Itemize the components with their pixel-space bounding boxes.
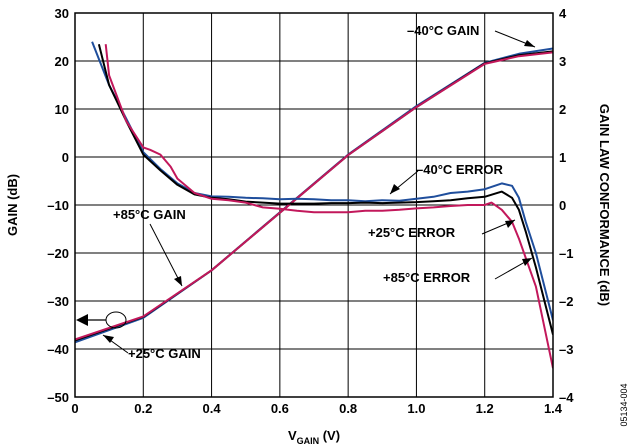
x-tick-label: 1.4 — [544, 401, 563, 416]
x-tick-label: 0.4 — [203, 401, 222, 416]
figure-id: 05134-004 — [619, 383, 629, 426]
axis-reference-arrowhead — [76, 314, 88, 326]
y2-tick-label: –4 — [559, 390, 574, 405]
y-tick-label: –20 — [47, 246, 69, 261]
y2-tick-label: –1 — [559, 246, 573, 261]
arrowhead-p85-error — [522, 258, 532, 266]
arrowhead-m40-error — [390, 184, 400, 194]
y2-tick-label: 2 — [559, 102, 566, 117]
y-tick-label: 30 — [55, 6, 69, 21]
arrowhead-p85-gain — [174, 276, 182, 286]
y-tick-label: –40 — [47, 342, 69, 357]
arrowhead-p25-error — [505, 220, 515, 228]
y2-tick-label: 1 — [559, 150, 566, 165]
annotation-m40-error: –40°C ERROR — [416, 162, 503, 177]
annotations: –40°C GAIN –40°C ERROR +25°C ERROR +85°C… — [76, 23, 536, 361]
annotation-p25-error: +25°C ERROR — [368, 225, 456, 240]
x-tick-label: 0.6 — [271, 401, 289, 416]
x-tick-label: 1.2 — [476, 401, 494, 416]
x-tick-label: 0 — [71, 401, 78, 416]
series-line-p85C-error — [104, 44, 553, 369]
y-tick-label: 20 — [55, 54, 69, 69]
arrowhead-p25-gain — [103, 335, 114, 343]
curves — [75, 41, 553, 369]
annotation-p85-error: +85°C ERROR — [383, 270, 471, 285]
x-tick-label: 1.0 — [407, 401, 425, 416]
series-line-p25C-error — [97, 43, 553, 335]
x-tick-label: 0.2 — [134, 401, 152, 416]
y-tick-label: 0 — [62, 150, 69, 165]
x-tick-label: 0.8 — [339, 401, 357, 416]
tick-labels: 0 0.2 0.4 0.6 0.8 1.0 1.2 1.43020100–10–20–30–4… — [47, 6, 574, 416]
y2-tick-label: 3 — [559, 54, 566, 69]
y2-tick-label: 4 — [559, 6, 567, 21]
series-line-m40C-gain — [75, 47, 553, 344]
x-axis-title-main: V — [288, 428, 297, 443]
y-tick-label: –50 — [47, 390, 69, 405]
y2-axis-title: GAIN LAW CONFORMANCE (dB) — [597, 104, 612, 306]
y-tick-label: 10 — [55, 102, 69, 117]
y2-tick-label: 0 — [559, 198, 566, 213]
y2-tick-label: –3 — [559, 342, 573, 357]
plot-frame — [74, 12, 554, 398]
annotation-p25-gain: +25°C GAIN — [128, 346, 201, 361]
x-axis-title-sub: GAIN — [297, 436, 320, 445]
annotation-m40-gain: –40°C GAIN — [407, 23, 479, 38]
y-tick-label: –30 — [47, 294, 69, 309]
y2-tick-label: –2 — [559, 294, 573, 309]
arrowhead-m40-gain — [524, 40, 535, 47]
series-line-p25C-gain — [75, 50, 553, 342]
annotation-p85-gain: +85°C GAIN — [113, 207, 186, 222]
y-tick-label: –10 — [47, 198, 69, 213]
series-line-m40C-error — [91, 41, 553, 321]
leader-p85-gain — [149, 223, 183, 287]
series-line-p85C-gain — [75, 51, 553, 341]
x-axis-title: VGAIN (V) — [288, 428, 340, 445]
y-axis-title: GAIN (dB) — [5, 174, 20, 236]
x-axis-title-unit: (V) — [319, 428, 340, 443]
